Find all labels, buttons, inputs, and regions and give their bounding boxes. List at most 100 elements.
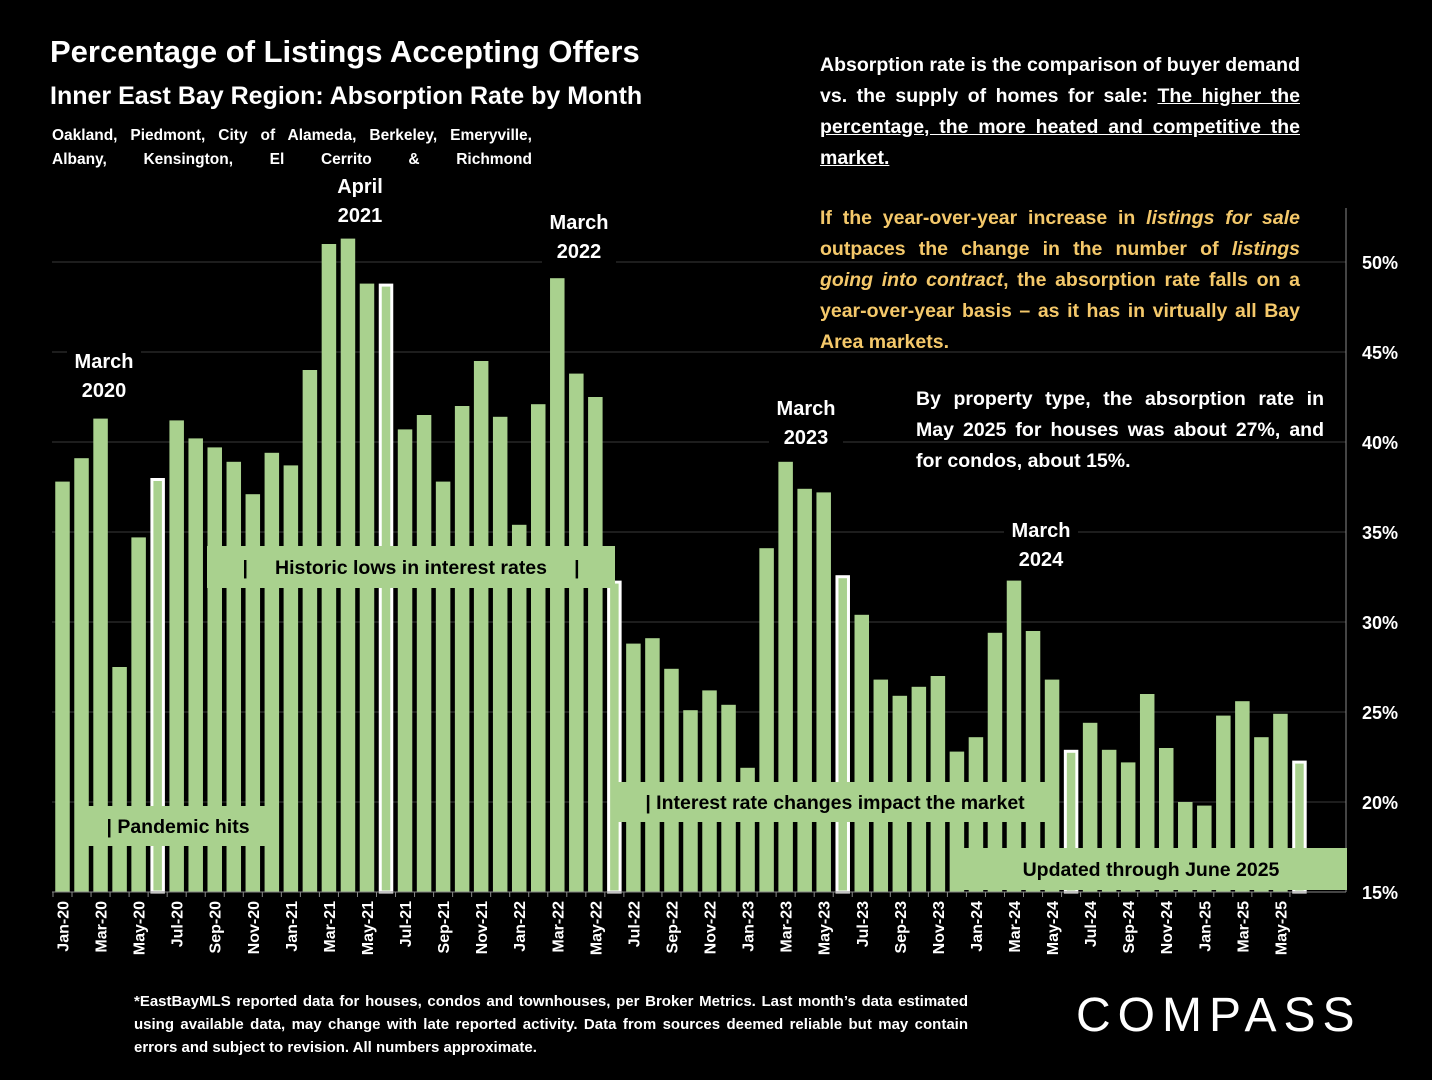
x-tick-label: Jan-22: [512, 901, 529, 952]
absorption-emphasis: The higher the percentage, the more heat…: [820, 85, 1300, 169]
yoy-text-e: , the absorption rate falls on a year-ov…: [820, 269, 1300, 353]
annotation-background: [1004, 514, 1078, 578]
yoy-text-b: listings for sale: [1146, 207, 1300, 229]
chart-subtitle: Inner East Bay Region: Absorption Rate b…: [50, 82, 643, 110]
pandemic-label: | Pandemic hits: [106, 816, 249, 838]
bar: [645, 638, 660, 892]
annotation-background: [323, 170, 397, 234]
annotation-background: [542, 206, 616, 270]
x-tick-label: Jan-21: [284, 901, 301, 952]
x-tick-label: Sep-21: [436, 901, 453, 954]
x-tick-label: Jul-23: [855, 901, 872, 947]
bar: [302, 370, 318, 892]
x-tick-label: Sep-24: [1121, 901, 1138, 954]
x-tick-label: May-22: [588, 901, 605, 955]
updated-label: Updated through June 2025: [1023, 859, 1280, 881]
historic-lows-box: [207, 546, 615, 588]
x-tick-label: Mar-20: [94, 901, 111, 953]
x-tick-label: Jul-22: [626, 901, 643, 947]
bar: [283, 465, 299, 892]
annotation-month: April: [337, 176, 383, 198]
bar: [55, 481, 70, 892]
yoy-text-d: listings going into contract: [820, 238, 1300, 291]
x-tick-label: Jan-24: [969, 901, 986, 952]
annotation-month: March: [1012, 520, 1071, 542]
x-tick-label: May-21: [360, 901, 377, 955]
x-tick-label: Sep-20: [208, 901, 225, 954]
bar: [1216, 715, 1231, 892]
y-tick-label: 25%: [1362, 703, 1398, 723]
bar: [588, 397, 603, 892]
bar: [473, 361, 489, 892]
bar: [416, 415, 432, 892]
x-tick-label: May-20: [132, 901, 149, 955]
bar: [569, 373, 584, 893]
bar: [816, 492, 831, 892]
annotation-background: [769, 392, 843, 456]
historic-lows-label: | Historic lows in interest rates |: [242, 557, 579, 579]
annotation-year: 2021: [338, 205, 383, 227]
bar: [1025, 631, 1041, 892]
bar: [778, 461, 793, 892]
yoy-text-c: outpaces the change in the number of: [820, 238, 1232, 260]
y-tick-label: 45%: [1362, 343, 1398, 363]
x-tick-label: Nov-20: [246, 901, 263, 954]
bar: [759, 548, 774, 892]
x-tick-label: Mar-24: [1007, 901, 1024, 953]
bar: [511, 524, 527, 892]
bar: [169, 420, 184, 892]
x-tick-label: Jul-21: [398, 901, 415, 947]
absorption-definition: Absorption rate is the comparison of buy…: [820, 54, 1300, 107]
footnote: *EastBayMLS reported data for houses, co…: [134, 993, 968, 1056]
bar: [1273, 713, 1288, 892]
annotation-month: March: [777, 398, 836, 420]
x-tick-label: Nov-24: [1159, 901, 1176, 954]
x-tick-label: May-23: [817, 901, 834, 955]
y-tick-label: 35%: [1362, 523, 1398, 543]
region-cities: Oakland, Piedmont, City of Alameda, Berk…: [52, 127, 532, 168]
annotation-year: 2024: [1019, 549, 1064, 571]
bar: [854, 614, 870, 892]
x-tick-label: Sep-22: [664, 901, 681, 954]
yoy-explanation: If the year-over-year increase in listin…: [820, 203, 1300, 358]
bar: [454, 406, 470, 892]
annotation-year: 2023: [784, 427, 829, 449]
bar: [664, 668, 679, 892]
y-tick-label: 15%: [1362, 883, 1398, 903]
bar: [797, 488, 812, 892]
rate-changes-label: | Interest rate changes impact the marke…: [645, 792, 1025, 814]
x-tick-label: Mar-21: [322, 901, 339, 953]
x-tick-label: Nov-21: [474, 901, 491, 954]
pandemic-box: [80, 806, 276, 846]
rate-changes-box: [617, 782, 1053, 822]
highlight-bar: [378, 283, 394, 894]
bar: [245, 494, 261, 892]
x-tick-label: Jul-20: [170, 901, 187, 947]
y-tick-label: 30%: [1362, 613, 1398, 633]
annotation-year: 2022: [557, 241, 602, 263]
compass-logo: COMPASS: [1076, 989, 1362, 1042]
bar: [131, 537, 146, 892]
highlight-bar: [835, 575, 850, 894]
x-tick-label: May-25: [1273, 901, 1290, 955]
annotation-background: [67, 345, 141, 409]
updated-box: [955, 848, 1347, 890]
x-tick-label: Sep-23: [893, 901, 910, 954]
bar: [626, 643, 641, 892]
bar: [531, 404, 546, 892]
x-tick-label: Mar-22: [550, 901, 567, 953]
bar: [492, 416, 508, 892]
annotation-month: March: [75, 351, 134, 373]
x-tick-label: Jan-20: [56, 901, 73, 952]
bar: [435, 481, 451, 892]
y-tick-label: 40%: [1362, 433, 1398, 453]
bar: [112, 667, 127, 892]
property-type-note: By property type, the absorption rate in…: [916, 388, 1324, 472]
yoy-text-a: If the year-over-year increase in: [820, 207, 1147, 229]
chart-title: Percentage of Listings Accepting Offers: [50, 34, 640, 69]
y-tick-label: 50%: [1362, 253, 1398, 273]
bar: [93, 418, 108, 892]
x-tick-label: Jan-25: [1197, 901, 1214, 952]
x-tick-label: Jul-24: [1083, 901, 1100, 947]
highlight-bar: [607, 580, 622, 894]
